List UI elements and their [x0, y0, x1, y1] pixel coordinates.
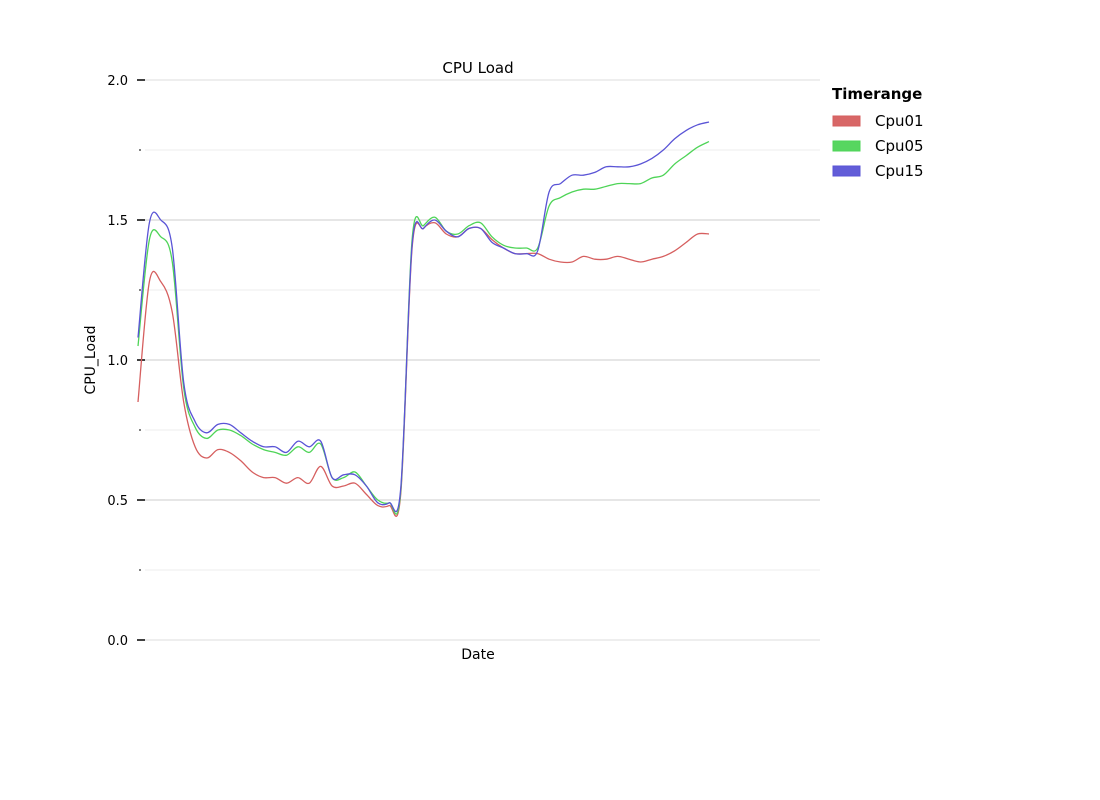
series-line-cpu15: [137, 121, 710, 513]
legend-title: Timerange: [832, 85, 922, 103]
legend-label-cpu05: Cpu05: [875, 137, 924, 155]
y-tick-label: 1.0: [107, 354, 128, 369]
y-tick-label: 0.0: [107, 634, 128, 649]
series-line-cpu05: [137, 141, 710, 515]
legend-swatch-cpu01: [832, 115, 861, 127]
y-tick-label: 2.0: [107, 74, 128, 89]
legend-swatch-cpu15: [832, 165, 861, 177]
legend-label-cpu01: Cpu01: [875, 112, 924, 130]
y-tick-label: 0.5: [107, 494, 128, 509]
y-axis-label: CPU_Load: [83, 325, 99, 394]
series-line-cpu01: [137, 221, 710, 517]
legend-items: Cpu01 Cpu05 Cpu15: [832, 112, 924, 180]
legend-label-cpu15: Cpu15: [875, 162, 924, 180]
grid-layer: [145, 79, 820, 641]
x-axis-label: Date: [461, 647, 494, 663]
y-tick-label: 1.5: [107, 214, 128, 229]
series-layer: [137, 121, 710, 517]
y-axis: 0.0 0.5 1.0 1.5 2.0: [107, 74, 145, 649]
legend: Timerange Cpu01 Cpu05 Cpu15: [832, 85, 924, 180]
chart-title: CPU Load: [442, 59, 513, 77]
legend-swatch-cpu05: [832, 140, 861, 152]
